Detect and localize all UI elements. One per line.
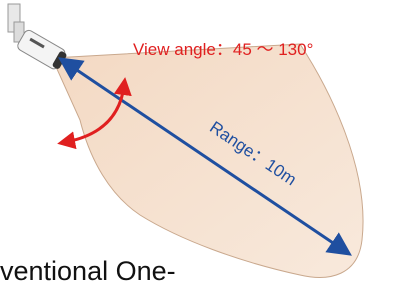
- view-cone: [52, 44, 363, 277]
- view-angle-label: View angle：45 ～ 130°: [133, 40, 313, 59]
- camera: [8, 4, 69, 72]
- diagram: View angle：45 ～ 130° Range：10m ventional…: [0, 0, 402, 290]
- caption: ventional One-: [0, 256, 176, 286]
- page: View angle：45 ～ 130° Range：10m ventional…: [0, 0, 402, 290]
